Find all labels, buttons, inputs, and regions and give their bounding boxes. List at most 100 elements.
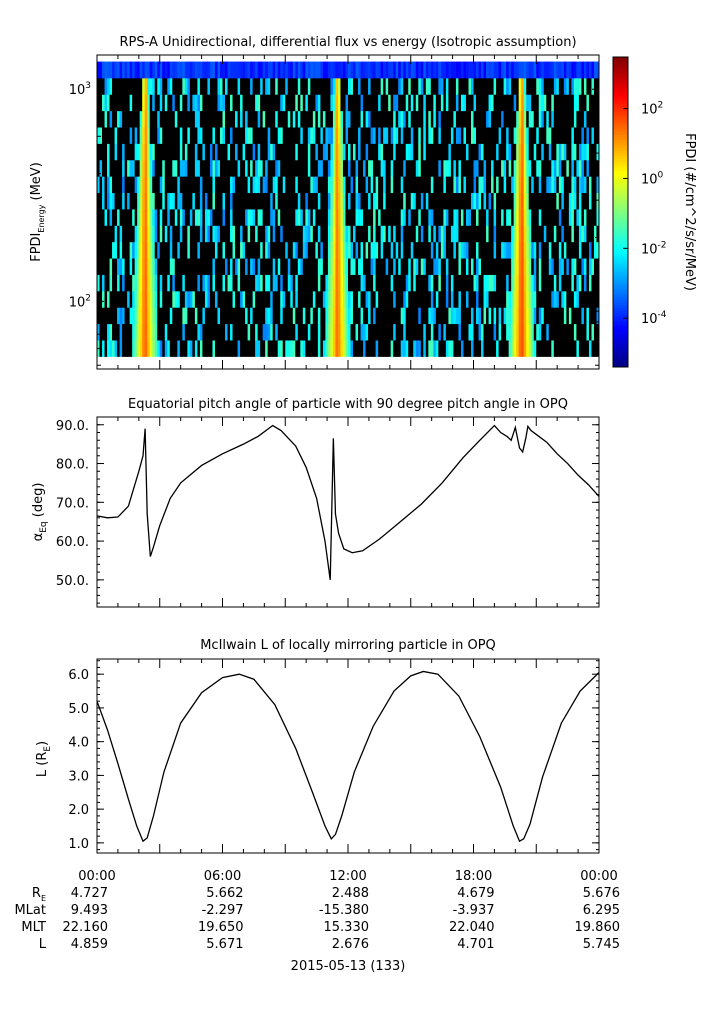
heatmap-cell — [129, 274, 133, 292]
heatmap-cell — [390, 192, 394, 210]
heatmap-cell — [179, 323, 183, 341]
heatmap-cell — [463, 241, 467, 259]
heatmap-cell — [465, 340, 469, 357]
heatmap-cell — [596, 307, 600, 325]
heatmap-cell — [468, 61, 472, 79]
heatmap-cell — [317, 110, 321, 128]
heatmap-cell — [250, 340, 254, 357]
heatmap-cell — [225, 61, 228, 79]
heatmap-cell — [413, 290, 417, 308]
heatmap-cell — [503, 176, 507, 194]
heatmap-cell — [197, 127, 201, 144]
heatmap-cell — [172, 159, 176, 177]
heatmap-cell — [179, 274, 183, 292]
heatmap-cell — [363, 159, 366, 177]
heatmap-cell — [134, 290, 138, 308]
heatmap-cell — [209, 110, 213, 128]
ephemeris-value: 5.745 — [583, 937, 620, 952]
heatmap-cell — [420, 274, 424, 292]
heatmap-cell — [300, 323, 304, 341]
heatmap-cell — [257, 323, 261, 341]
colorbar-segment — [613, 356, 628, 360]
heatmap-cell — [430, 307, 434, 325]
heatmap-cell — [543, 258, 547, 275]
heatmap-cell — [342, 94, 346, 112]
heatmap-cell — [230, 159, 233, 177]
heatmap-cell — [400, 307, 404, 325]
heatmap-cell — [548, 209, 552, 226]
heatmap-cell — [197, 159, 201, 177]
heatmap-cell — [383, 192, 387, 210]
heatmap-cell — [214, 143, 218, 161]
heatmap-cell — [561, 143, 565, 161]
heatmap-cell — [463, 127, 467, 144]
heatmap-cell — [127, 225, 131, 243]
heatmap-cell — [217, 61, 221, 79]
heatmap-cell — [493, 192, 497, 210]
heatmap-cell — [415, 176, 419, 194]
heatmap-cell — [102, 258, 105, 275]
heatmap-cell — [516, 340, 520, 357]
heatmap-cell — [209, 77, 213, 95]
heatmap-cell — [501, 274, 505, 292]
heatmap-cell — [408, 61, 412, 79]
heatmap-cell — [488, 209, 492, 226]
heatmap-cell — [235, 127, 238, 144]
heatmap-cell — [235, 323, 238, 341]
heatmap-cell — [187, 274, 191, 292]
heatmap-cell — [593, 241, 597, 259]
heatmap-cell — [511, 192, 515, 210]
heatmap-cell — [383, 307, 387, 325]
heatmap-cell — [443, 61, 447, 79]
heatmap-cell — [290, 241, 294, 259]
heatmap-cell — [199, 274, 203, 292]
heatmap-cell — [122, 159, 126, 177]
heatmap-cell — [219, 61, 223, 79]
heatmap-cell — [433, 340, 437, 357]
heatmap-cell — [398, 307, 402, 325]
heatmap-cell — [282, 110, 286, 128]
heatmap-cell — [375, 323, 379, 341]
heatmap-cell — [368, 340, 371, 357]
heatmap-cell — [184, 209, 188, 226]
heatmap-cell — [528, 323, 532, 341]
heatmap-cell — [112, 258, 115, 275]
heatmap-cell — [390, 143, 394, 161]
heatmap-cell — [179, 176, 183, 194]
heatmap-cell — [591, 61, 595, 79]
heatmap-cell — [212, 241, 216, 259]
heatmap-cell — [169, 241, 173, 259]
heatmap-cell — [162, 290, 166, 308]
heatmap-cell — [378, 307, 382, 325]
heatmap-cell — [458, 143, 462, 161]
heatmap-cell — [104, 274, 108, 292]
heatmap-cell — [493, 274, 497, 292]
heatmap-cell — [255, 241, 259, 259]
heatmap-cell — [553, 127, 557, 144]
heatmap-cell — [413, 225, 417, 243]
heatmap-cell — [240, 127, 243, 144]
heatmap-cell — [383, 143, 387, 161]
heatmap-cell — [177, 143, 181, 161]
heatmap-cell — [418, 290, 422, 308]
heatmap-cell — [350, 159, 354, 177]
colorbar-segment — [613, 333, 628, 337]
heatmap-cell — [342, 225, 346, 243]
heatmap-cell — [388, 241, 392, 259]
heatmap-cell — [287, 77, 291, 95]
heatmap-cell — [523, 77, 527, 95]
heatmap-cell — [400, 274, 404, 292]
heatmap-cell — [400, 241, 404, 259]
heatmap-cell — [275, 258, 279, 275]
heatmap-cell — [398, 290, 402, 308]
heatmap-cell — [483, 127, 487, 144]
heatmap-cell — [581, 176, 585, 194]
colorbar-segment — [613, 338, 628, 342]
heatmap-cell — [142, 77, 146, 95]
heatmap-cell — [265, 323, 269, 341]
heatmap-cell — [375, 290, 379, 308]
heatmap-cell — [169, 225, 173, 243]
heatmap-cell — [232, 61, 236, 79]
heatmap-cell — [285, 225, 289, 243]
heatmap-cell — [403, 307, 407, 325]
